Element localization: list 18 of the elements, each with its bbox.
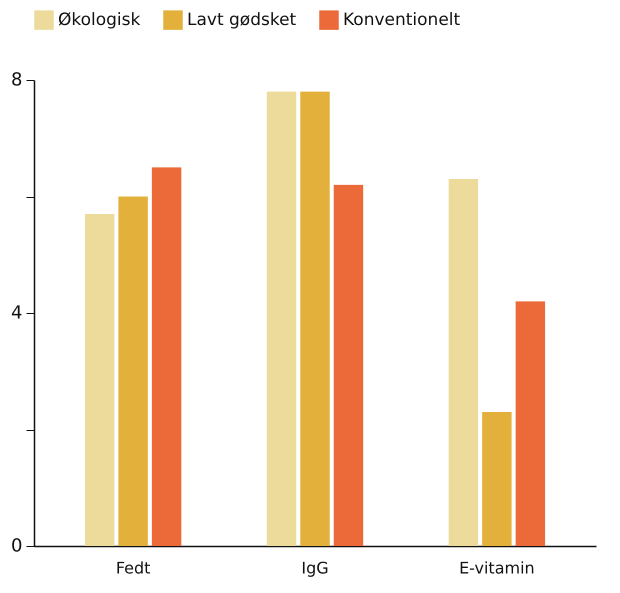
bar	[300, 92, 330, 546]
bar	[516, 301, 546, 546]
legend-label: Konventionelt	[343, 10, 461, 30]
bar	[266, 92, 296, 546]
bar	[152, 167, 182, 546]
y-tick-label: 0	[11, 536, 22, 556]
x-tick-label: IgG	[301, 558, 329, 578]
legend-label: Lavt gødsket	[187, 10, 297, 30]
bar	[84, 214, 114, 546]
y-tick-label: 8	[11, 70, 22, 90]
x-tick-label: E-vitamin	[459, 558, 535, 578]
legend-label: Økologisk	[58, 10, 141, 30]
bar	[334, 184, 364, 546]
bar	[448, 179, 478, 546]
bar	[482, 412, 512, 546]
y-tick-label: 4	[11, 302, 22, 324]
x-tick-label: Fedt	[116, 558, 150, 578]
bar	[118, 196, 148, 546]
